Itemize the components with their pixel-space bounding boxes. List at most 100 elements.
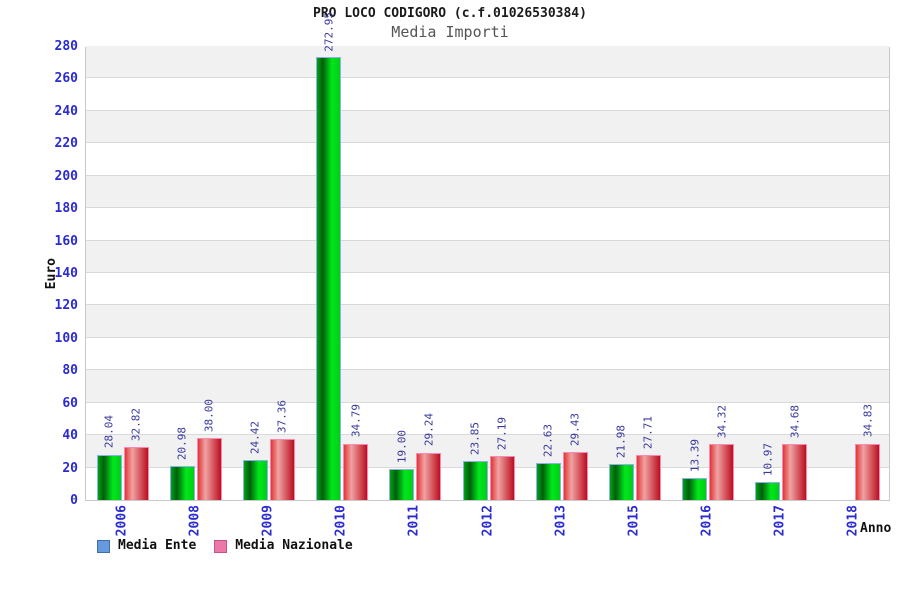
bar-value-text: 29.43 xyxy=(568,413,582,447)
bar-value-label: 10.97 xyxy=(761,443,774,479)
bar-media-ente xyxy=(169,465,195,500)
bar-value-label: 34.79 xyxy=(349,404,362,440)
plot-band xyxy=(86,175,889,209)
bar-media-ente xyxy=(535,463,561,500)
x-tick-label-text: 2011 xyxy=(406,505,422,537)
bar-value-text: 21.98 xyxy=(614,425,628,459)
x-tick-label-text: 2010 xyxy=(333,505,349,537)
y-tick-label: 280 xyxy=(54,39,78,54)
y-tick-label: 40 xyxy=(62,428,78,444)
x-tick-label: 2016 xyxy=(700,505,715,540)
bar-value-text: 24.42 xyxy=(248,421,262,455)
bar-value-text: 34.79 xyxy=(349,404,363,438)
x-tick-label: 2010 xyxy=(334,505,349,540)
bar-media-nazionale xyxy=(489,455,515,500)
y-tick-label: 120 xyxy=(54,298,78,314)
x-tick-label: 2018 xyxy=(846,505,861,540)
bar-media-ente xyxy=(682,478,708,500)
x-axis-title: Anno xyxy=(860,521,892,536)
bar-media-ente xyxy=(242,460,268,500)
bar-value-label: 272.95 xyxy=(322,12,335,55)
bar-media-ente xyxy=(755,482,781,500)
bar-value-text: 34.32 xyxy=(715,405,729,439)
bar-media-ente xyxy=(462,461,488,500)
bar-value-label: 32.82 xyxy=(130,408,143,444)
y-tick-label: 160 xyxy=(54,233,78,249)
y-tick-label: 140 xyxy=(54,266,78,281)
legend-item-media-ente: Media Ente xyxy=(97,539,196,553)
bar-media-nazionale xyxy=(782,443,808,500)
x-tick-label-text: 2009 xyxy=(260,505,276,537)
bar-value-label: 27.71 xyxy=(642,416,655,452)
bar-media-nazionale xyxy=(123,446,149,500)
plot-band xyxy=(86,110,889,144)
bar-value-label: 22.63 xyxy=(542,424,555,460)
bar-media-nazionale xyxy=(709,444,735,500)
legend: Media Ente Media Nazionale xyxy=(97,539,353,553)
bar-value-label: 24.42 xyxy=(249,421,262,457)
gridline xyxy=(86,369,889,371)
gridline xyxy=(86,239,889,241)
gridline xyxy=(86,109,889,111)
y-tick-label: 60 xyxy=(62,395,78,411)
gridline xyxy=(86,304,889,306)
bar-media-nazionale xyxy=(855,443,881,500)
bar-value-label: 20.98 xyxy=(176,427,189,463)
bar-value-text: 20.98 xyxy=(175,426,189,460)
legend-label-media-ente: Media Ente xyxy=(118,538,197,553)
x-tick-label: 2009 xyxy=(260,505,275,540)
bar-value-label: 19.00 xyxy=(395,430,408,466)
bar-value-text: 10.97 xyxy=(761,443,775,477)
bar-value-text: 38.00 xyxy=(202,399,216,433)
bar-value-label: 29.24 xyxy=(422,413,435,449)
bar-value-label: 34.68 xyxy=(788,405,801,441)
plot-band xyxy=(86,370,889,403)
bar-value-label: 34.83 xyxy=(861,404,874,440)
plot-band xyxy=(86,46,889,79)
y-tick-label: 200 xyxy=(54,168,78,184)
bar-value-text: 34.83 xyxy=(861,404,875,438)
x-tick-label-text: 2006 xyxy=(114,505,130,537)
plot-area: 28.04 32.82 20.98 38.00 24.42 37.36 272.95 34.7… xyxy=(85,12,890,501)
legend-item-media-nazionale: Media Nazionale xyxy=(214,538,353,553)
gridline xyxy=(86,77,889,79)
x-tick-label: 2013 xyxy=(553,505,568,540)
x-tick-label-text: 2008 xyxy=(187,505,203,537)
bar-value-label: 29.43 xyxy=(569,413,582,449)
bar-media-nazionale xyxy=(635,455,661,500)
legend-label-media-nazionale: Media Nazionale xyxy=(235,538,353,553)
bar-value-text: 27.19 xyxy=(495,416,509,450)
bar-value-label: 37.36 xyxy=(276,400,289,436)
y-tick-label: 0 xyxy=(70,493,78,508)
x-tick-label: 2006 xyxy=(114,505,129,540)
bar-media-nazionale xyxy=(269,439,295,500)
bar-value-label: 34.32 xyxy=(715,405,728,441)
bar-media-nazionale xyxy=(416,452,442,500)
bar-media-ente xyxy=(389,469,415,500)
bar-value-text: 22.63 xyxy=(541,424,555,458)
x-tick-label: 2012 xyxy=(480,505,495,540)
bar-media-nazionale xyxy=(196,438,222,500)
legend-swatch-media-ente xyxy=(97,539,110,553)
bar-value-label: 27.19 xyxy=(496,417,509,453)
x-tick-label-text: 2016 xyxy=(699,505,715,537)
bar-media-ente xyxy=(608,464,634,500)
gridline xyxy=(86,336,889,338)
gridline xyxy=(86,174,889,176)
gridline xyxy=(86,466,889,468)
gridline xyxy=(86,434,889,436)
bar-media-ente xyxy=(316,57,342,500)
bar-value-text: 23.85 xyxy=(468,422,482,456)
chart-subtitle: Media Importi xyxy=(391,23,509,41)
y-tick-label: 100 xyxy=(54,330,78,346)
bar-value-text: 28.04 xyxy=(102,415,116,449)
gridline xyxy=(86,272,889,273)
bar-value-text: 29.24 xyxy=(422,413,436,447)
bar-value-text: 19.00 xyxy=(395,430,409,464)
bar-media-nazionale xyxy=(562,452,588,500)
y-tick-label: 260 xyxy=(54,71,78,87)
y-tick-label: 180 xyxy=(54,201,78,217)
x-tick-label-text: 2012 xyxy=(480,505,495,537)
x-tick-label-text: 2015 xyxy=(626,505,642,537)
